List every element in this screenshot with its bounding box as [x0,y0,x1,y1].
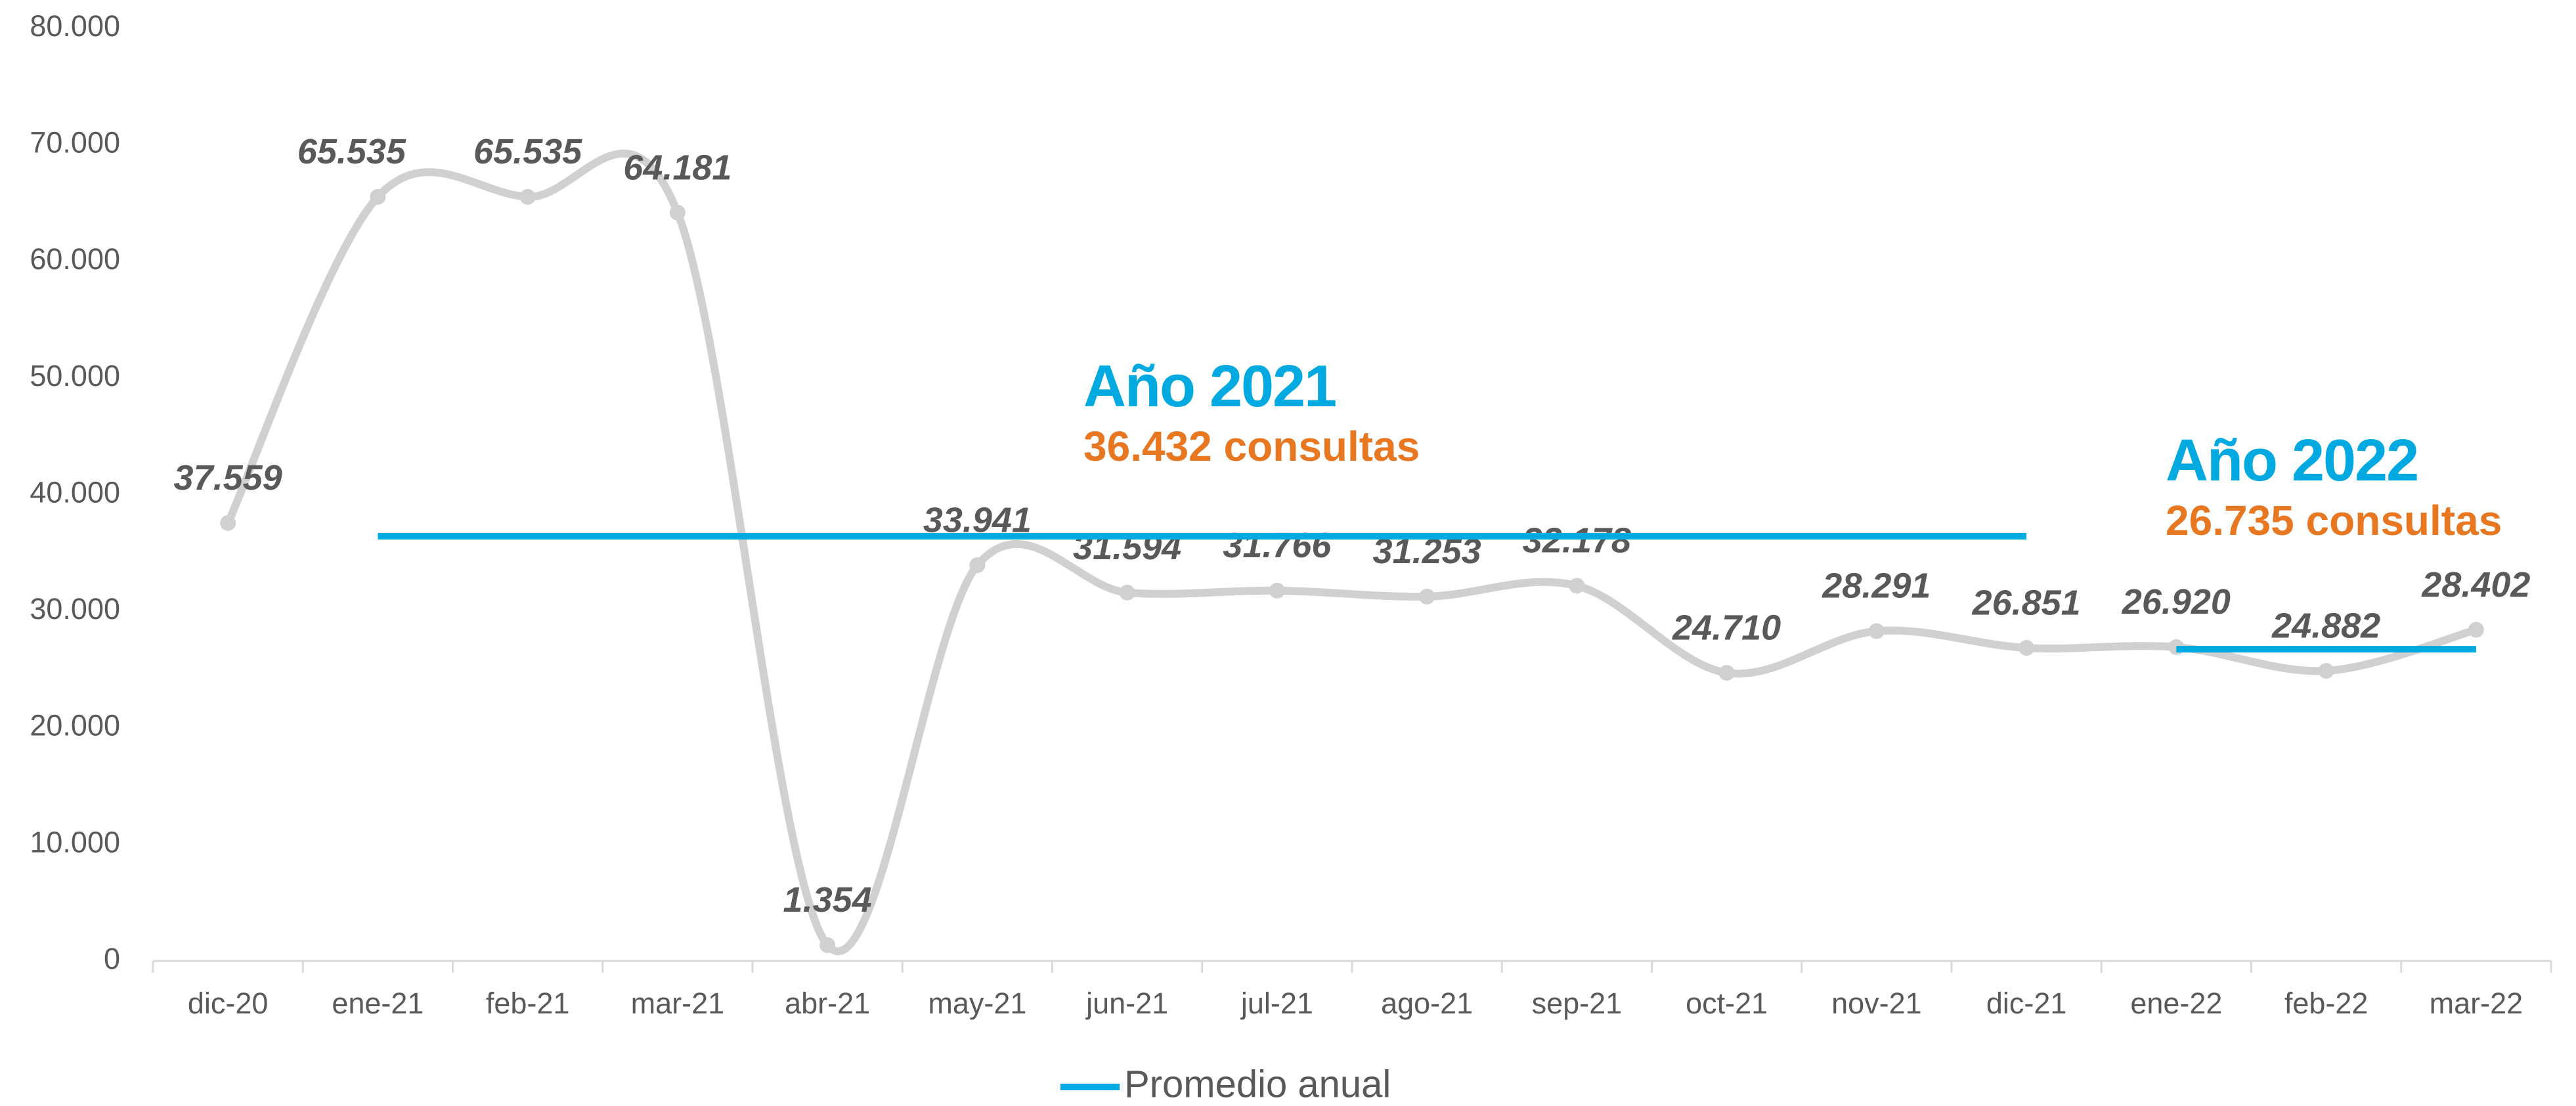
data-label: 64.181 [623,148,731,187]
y-tick-label: 40.000 [30,475,120,509]
x-tick-label: nov-21 [1831,987,1922,1020]
x-tick-label: mar-22 [2430,987,2523,1020]
x-tick-label: dic-21 [1986,987,2067,1020]
data-label: 65.535 [473,132,582,171]
data-point [2019,640,2035,656]
data-line [224,149,2478,956]
data-point [1718,665,1735,681]
data-label: 37.559 [174,458,282,498]
y-tick-label: 80.000 [30,9,120,43]
data-label: 28.402 [2421,565,2530,605]
y-tick-label: 20.000 [30,709,120,742]
x-tick-label: ago-21 [1381,987,1473,1020]
data-point [1269,582,1285,599]
data-point [1569,578,1585,594]
x-tick-label: ene-22 [2130,987,2222,1020]
data-label: 31.766 [1223,526,1332,565]
data-label: 28.291 [1822,566,1931,606]
legend-label: Promedio anual [1124,1063,1391,1105]
data-point [1868,623,1885,639]
x-tick-label: dic-20 [188,987,269,1020]
data-point [220,515,236,531]
data-point [2468,622,2484,638]
x-tick-label: abr-21 [785,987,870,1020]
data-label: 26.851 [1972,583,2081,622]
y-tick-label: 70.000 [30,126,120,160]
y-tick-label: 10.000 [30,825,120,859]
data-label: 65.535 [297,132,406,171]
y-tick-label: 0 [104,942,120,975]
x-tick-label: may-21 [928,987,1026,1020]
x-tick-label: jul-21 [1240,987,1313,1020]
data-point [969,557,986,574]
data-label: 32.178 [1523,521,1631,561]
data-label: 24.882 [2271,606,2380,645]
x-tick-label: feb-22 [2284,987,2369,1020]
data-point [370,188,386,205]
annotation-title: Año 2021 [1083,354,1336,419]
data-label: 26.920 [2122,582,2231,622]
y-tick-label: 50.000 [30,359,120,393]
data-point [519,188,536,205]
data-point [819,937,836,953]
x-tick-label: feb-21 [486,987,570,1020]
data-label: 1.354 [783,880,872,920]
annotation-text: 26.735 consultas [2166,497,2502,544]
data-point [669,204,686,221]
x-tick-label: oct-21 [1686,987,1768,1020]
data-point [1419,588,1435,605]
data-point [1119,584,1135,601]
y-tick-label: 60.000 [30,242,120,276]
x-tick-label: ene-21 [332,987,424,1020]
x-tick-label: jun-21 [1085,987,1168,1020]
data-point [2318,663,2334,679]
x-tick-label: mar-21 [631,987,725,1020]
data-label: 24.710 [1672,608,1781,647]
y-tick-label: 30.000 [30,592,120,626]
annotation-title: Año 2022 [2166,428,2418,494]
x-tick-label: sep-21 [1532,987,1623,1020]
annotation-text: 36.432 consultas [1083,423,1420,470]
